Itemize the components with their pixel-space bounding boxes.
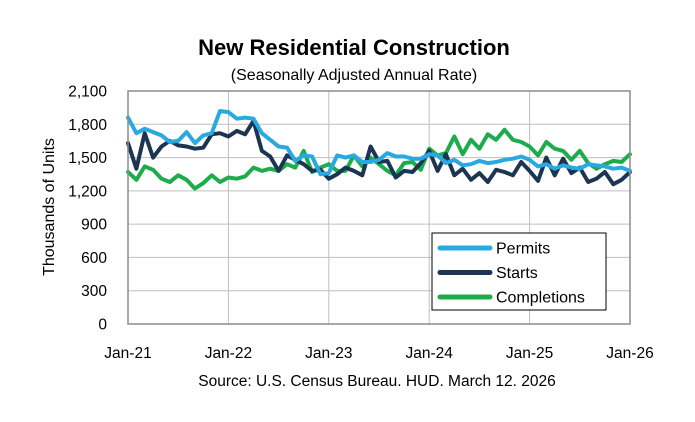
y-tick-label: 900 — [81, 217, 107, 234]
y-tick-label: 300 — [81, 283, 107, 300]
legend-label-starts: Starts — [496, 265, 538, 282]
x-tick-label: Jan-23 — [305, 345, 352, 362]
x-tick-label: Jan-26 — [606, 345, 653, 362]
x-tick-label: Jan-22 — [205, 345, 252, 362]
series-line-starts — [126, 119, 632, 187]
legend-label-completions: Completions — [496, 290, 585, 307]
x-tick-label: Jan-24 — [405, 345, 453, 362]
x-axis-ticks: Jan-21 Jan-22 Jan-23 Jan-24 Jan-25 Jan-26 — [104, 345, 653, 362]
x-tick-label: Jan-25 — [506, 345, 553, 362]
series-line-completions — [126, 127, 632, 191]
series-line-permits — [126, 109, 632, 177]
y-tick-label: 2,100 — [68, 84, 107, 101]
series-lines — [126, 109, 632, 191]
legend-label-permits: Permits — [496, 241, 550, 258]
y-tick-label: 1,500 — [68, 150, 107, 167]
y-tick-label: 0 — [98, 317, 107, 334]
source-note: Source: U.S. Census Bureau. HUD. March 1… — [198, 373, 556, 390]
chart-subtitle: (Seasonally Adjusted Annual Rate) — [231, 67, 477, 84]
legend: Permits Starts Completions — [431, 232, 607, 311]
y-tick-label: 1,200 — [68, 183, 107, 200]
x-tick-label: Jan-21 — [104, 345, 151, 362]
y-tick-label: 1,800 — [68, 117, 107, 134]
chart-title: New Residential Construction — [198, 35, 510, 60]
y-tick-label: 600 — [81, 250, 107, 267]
plot-area-border — [127, 90, 631, 325]
y-axis-label: Thousands of Units — [41, 138, 58, 276]
y-axis-ticks: 0 300 600 900 1,200 1,500 1,800 2,100 — [68, 84, 107, 334]
